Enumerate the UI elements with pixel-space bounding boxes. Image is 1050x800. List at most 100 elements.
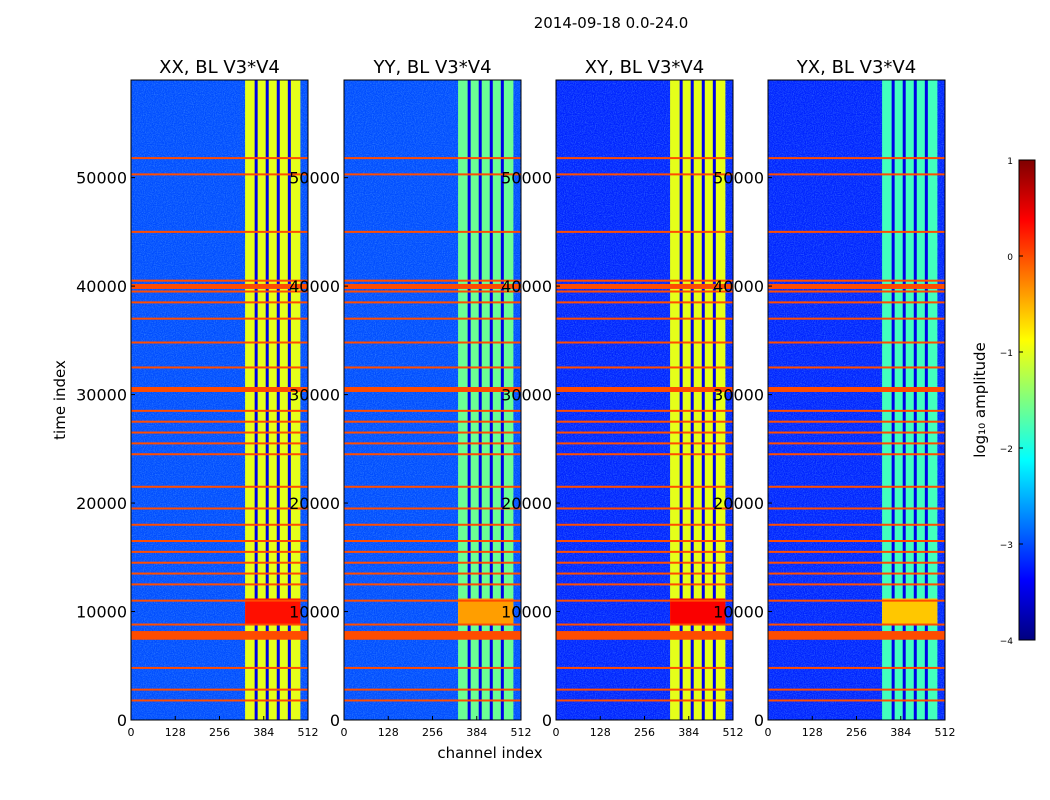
flagged-row [344, 317, 521, 320]
x-axis-label: channel index [437, 744, 542, 762]
flagged-band [556, 283, 733, 289]
flagged-row [131, 173, 308, 176]
flagged-row [344, 453, 521, 456]
flagged-row [556, 453, 733, 456]
panel-title: YX, BL V3*V4 [796, 57, 916, 78]
flagged-row [556, 230, 733, 233]
x-tick-label: 256 [634, 726, 655, 739]
y-tick-label: 50000 [713, 169, 764, 188]
flagged-row [556, 699, 733, 702]
flagged-row [768, 420, 945, 423]
flagged-row [556, 341, 733, 344]
x-tick-label: 256 [209, 726, 230, 739]
flagged-row [768, 523, 945, 526]
flagged-row [556, 599, 733, 602]
flagged-row [768, 279, 945, 282]
flagged-row [768, 583, 945, 586]
flagged-row [768, 666, 945, 669]
colorbar-tick-label: −1 [1000, 349, 1013, 359]
signal-divider [265, 80, 269, 720]
flagged-row [556, 550, 733, 553]
colorbar: log₁₀ amplitude 1 0 −1 −2 −3 −4 [971, 157, 1036, 647]
x-tick-label: 512 [935, 726, 956, 739]
flagged-row [131, 230, 308, 233]
flagged-band [768, 386, 945, 392]
panel-xx: XX, BL V3*V4 0 128 256 384 512 0 10000 20000 3000… [76, 57, 318, 739]
panel-xy: XY, BL V3*V4 0 128 256 384 512 0 10000 20000 3000… [501, 57, 743, 739]
flagged-row [768, 623, 945, 626]
flagged-row [131, 290, 308, 293]
flagged-row [344, 523, 521, 526]
panels-group: XX, BL V3*V4 0 128 256 384 512 0 10000 20000 3000… [76, 57, 955, 739]
x-tick-label: 512 [298, 726, 319, 739]
flagged-band [768, 283, 945, 289]
flagged-row [556, 279, 733, 282]
flagged-row [768, 572, 945, 575]
flagged-row [131, 523, 308, 526]
flagged-row [131, 301, 308, 304]
flagged-row [344, 301, 521, 304]
flagged-row [344, 420, 521, 423]
flagged-row [131, 279, 308, 282]
x-tick-label: 384 [253, 726, 274, 739]
flagged-row [556, 409, 733, 412]
signal-divider [924, 80, 928, 720]
flagged-band [131, 283, 308, 289]
y-tick-label: 10000 [289, 603, 340, 622]
flagged-row [768, 688, 945, 691]
flagged-row [344, 666, 521, 669]
flagged-row [131, 507, 308, 510]
x-tick-label: 128 [802, 726, 823, 739]
signal-peak [458, 598, 514, 625]
flagged-row [556, 666, 733, 669]
y-tick-label: 40000 [501, 277, 552, 296]
signal-divider [489, 80, 493, 720]
flagged-row [768, 366, 945, 369]
flagged-row [768, 431, 945, 434]
flagged-row [556, 485, 733, 488]
x-tick-label: 128 [165, 726, 186, 739]
flagged-row [344, 507, 521, 510]
flagged-row [556, 688, 733, 691]
flagged-row [768, 699, 945, 702]
flagged-row [344, 341, 521, 344]
flagged-row [768, 507, 945, 510]
flagged-band [344, 283, 521, 289]
flagged-row [768, 561, 945, 564]
y-tick-label: 30000 [289, 386, 340, 405]
y-tick-label: 20000 [501, 494, 552, 513]
y-tick-label: 20000 [713, 494, 764, 513]
y-tick-label: 10000 [76, 603, 127, 622]
x-tick-label: 512 [511, 726, 532, 739]
flagged-row [344, 230, 521, 233]
flagged-row [768, 317, 945, 320]
signal-divider [679, 80, 683, 720]
flagged-row [344, 290, 521, 293]
signal-divider [913, 80, 917, 720]
y-axis-label: time index [51, 360, 69, 440]
flagged-row [131, 540, 308, 543]
flagged-row [768, 230, 945, 233]
x-tick-label: 0 [765, 726, 772, 739]
y-tick-label: 20000 [289, 494, 340, 513]
y-tick-label: 50000 [76, 169, 127, 188]
flagged-row [131, 341, 308, 344]
flagged-row [556, 366, 733, 369]
flagged-row [131, 623, 308, 626]
flagged-row [131, 453, 308, 456]
y-tick-label: 20000 [76, 494, 127, 513]
y-tick-label: 10000 [501, 603, 552, 622]
flagged-row [556, 507, 733, 510]
flagged-row [556, 301, 733, 304]
flagged-row [344, 485, 521, 488]
flagged-row [556, 442, 733, 445]
signal-divider [276, 80, 280, 720]
colorbar-tick-label: −3 [1000, 541, 1013, 551]
flagged-row [344, 173, 521, 176]
flagged-row [344, 431, 521, 434]
flagged-row [556, 561, 733, 564]
flagged-row [768, 485, 945, 488]
flagged-row [768, 341, 945, 344]
y-tick-label: 40000 [713, 277, 764, 296]
flagged-row [556, 540, 733, 543]
